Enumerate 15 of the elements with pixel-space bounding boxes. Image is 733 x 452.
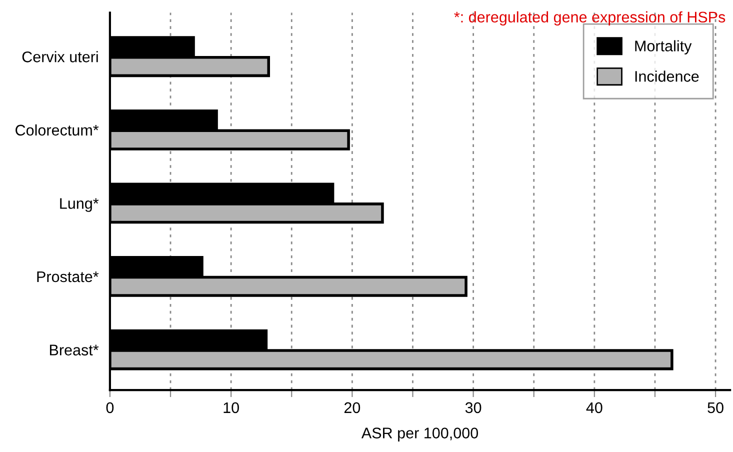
legend-label: Mortality xyxy=(635,40,692,54)
y-tick-label: Cervix uteri xyxy=(22,51,98,62)
x-tick-label: 30 xyxy=(465,402,482,414)
y-tick-label: Breast* xyxy=(50,344,99,356)
x-tick-label: 40 xyxy=(586,402,602,414)
y-tick-label: Colorectum* xyxy=(16,124,99,136)
x-tick-label: 10 xyxy=(224,402,239,414)
x-axis-title: ASR per 100,000 xyxy=(361,428,478,442)
legend-label: Incidence xyxy=(635,70,699,82)
x-tick-label: 20 xyxy=(344,402,360,414)
y-tick-label: Prostate* xyxy=(37,272,99,282)
annotation: *: deregulated gene expression of HSPs xyxy=(454,11,726,26)
y-tick-label: Lung* xyxy=(60,198,99,212)
x-tick-label: 0 xyxy=(106,402,114,414)
x-tick-label: 50 xyxy=(708,402,724,414)
